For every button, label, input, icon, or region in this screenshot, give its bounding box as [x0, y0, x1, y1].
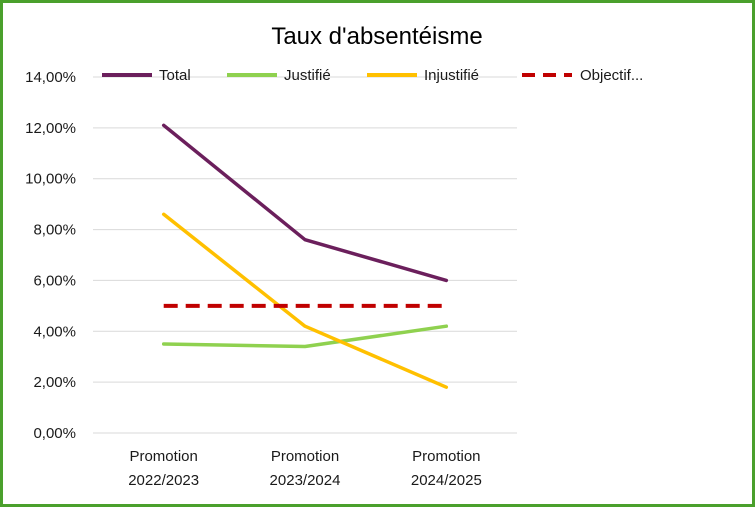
x-category-label: Promotion	[412, 448, 480, 465]
legend-label: Injustifié	[424, 67, 479, 84]
y-tick-label: 4,00%	[33, 323, 76, 340]
legend-label: Objectif...	[580, 67, 643, 84]
x-category-label: 2023/2024	[270, 472, 341, 489]
x-category-label: Promotion	[129, 448, 197, 465]
y-tick-label: 12,00%	[25, 120, 76, 137]
x-axis-category-labels: Promotion 2022/2023 Promotion 2023/2024 Prom…	[128, 448, 482, 489]
y-tick-label: 10,00%	[25, 171, 76, 188]
legend-label: Total	[159, 67, 191, 84]
y-axis-tick-labels: 0,00% 2,00% 4,00% 6,00% 8,00% 10,00% 12,00% 14,…	[25, 69, 76, 442]
y-tick-label: 0,00%	[33, 425, 76, 442]
x-category-label: 2022/2023	[128, 472, 199, 489]
chart-title: Taux d'absentéisme	[271, 23, 482, 50]
gridlines	[93, 76, 517, 434]
series-line-2	[161, 212, 449, 389]
y-tick-label: 2,00%	[33, 374, 76, 391]
y-tick-label: 14,00%	[25, 69, 76, 86]
series-lines	[161, 123, 449, 389]
legend: Total Justifié Injustifié Objectif...	[102, 67, 643, 84]
x-category-label: Promotion	[271, 448, 339, 465]
series-line-1	[161, 324, 449, 349]
series-line-0	[161, 123, 449, 283]
y-tick-label: 6,00%	[33, 272, 76, 289]
legend-label: Justifié	[284, 67, 331, 84]
x-category-label: 2024/2025	[411, 472, 482, 489]
y-tick-label: 8,00%	[33, 222, 76, 239]
